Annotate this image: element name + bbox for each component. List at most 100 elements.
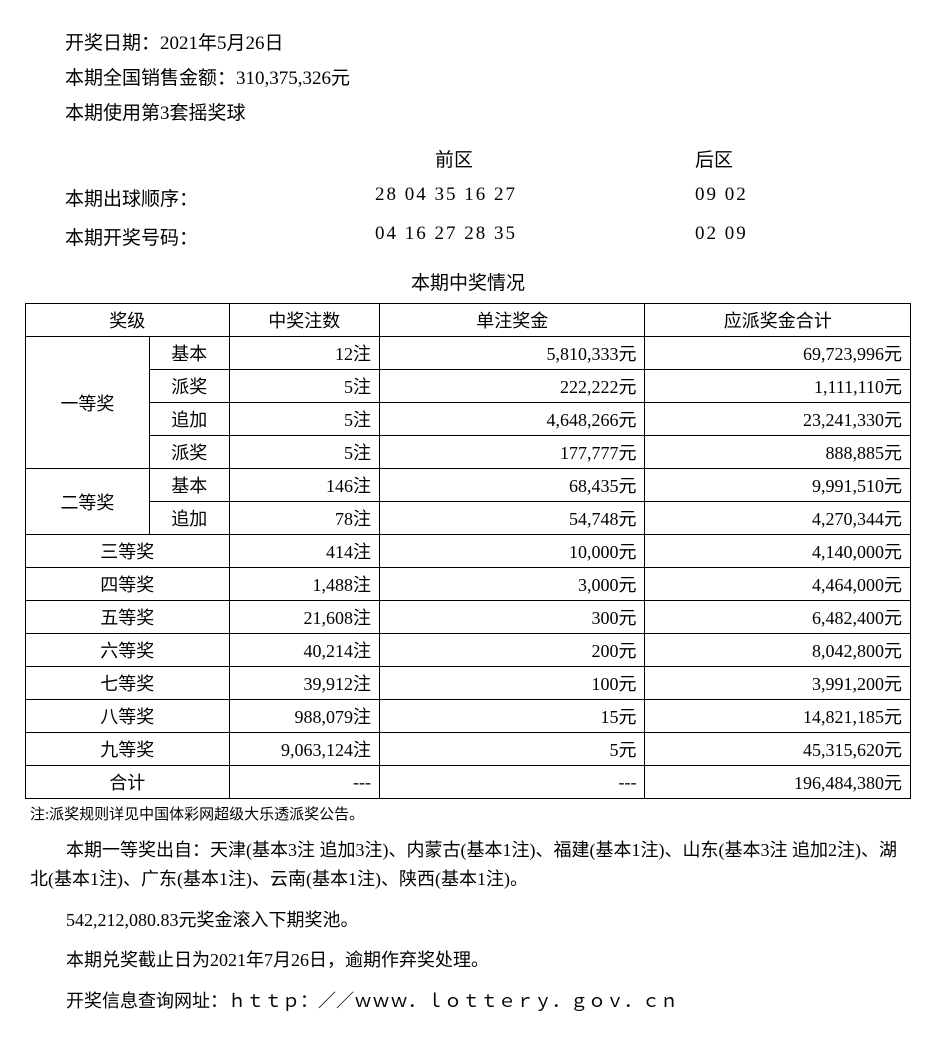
table-header-row: 奖级 中奖注数 单注奖金 应派奖金合计 — [26, 304, 911, 337]
total-total: 196,484,380元 — [645, 766, 911, 799]
first-count: 5注 — [229, 370, 379, 403]
prize-amount: 300元 — [379, 601, 645, 634]
prize-amount: 10,000元 — [379, 535, 645, 568]
zone-headers: 前区 后区 — [25, 145, 911, 172]
table-row: 一等奖 基本 12注 5,810,333元 69,723,996元 — [26, 337, 911, 370]
table-row: 派奖 5注 177,777元 888,885元 — [26, 436, 911, 469]
table-row: 四等奖 1,488注 3,000元 4,464,000元 — [26, 568, 911, 601]
winning-numbers-row: 本期开奖号码： 04 16 27 28 35 02 09 — [25, 223, 911, 250]
header-level: 奖级 — [26, 304, 230, 337]
first-sub: 追加 — [149, 403, 229, 436]
draw-date: 开奖日期：2021年5月26日 — [25, 28, 911, 55]
second-count: 146注 — [229, 469, 379, 502]
table-row: 派奖 5注 222,222元 1,111,110元 — [26, 370, 911, 403]
prize-label: 九等奖 — [26, 733, 230, 766]
second-sub: 追加 — [149, 502, 229, 535]
prize-amount: 200元 — [379, 634, 645, 667]
second-amount: 54,748元 — [379, 502, 645, 535]
header-total: 应派奖金合计 — [645, 304, 911, 337]
total-label: 合计 — [26, 766, 230, 799]
table-row: 五等奖 21,608注 300元 6,482,400元 — [26, 601, 911, 634]
table-title: 本期中奖情况 — [25, 268, 911, 295]
prize-label: 六等奖 — [26, 634, 230, 667]
winning-numbers-label: 本期开奖号码： — [25, 223, 375, 250]
total-count: --- — [229, 766, 379, 799]
prize-label: 五等奖 — [26, 601, 230, 634]
second-prize-label: 二等奖 — [26, 469, 150, 535]
prize-table: 奖级 中奖注数 单注奖金 应派奖金合计 一等奖 基本 12注 5,810,333… — [25, 303, 911, 799]
prize-total: 6,482,400元 — [645, 601, 911, 634]
table-row: 三等奖 414注 10,000元 4,140,000元 — [26, 535, 911, 568]
sales-label: 本期全国销售金额： — [65, 68, 236, 89]
table-row: 九等奖 9,063,124注 5元 45,315,620元 — [26, 733, 911, 766]
second-total: 9,991,510元 — [645, 469, 911, 502]
first-total: 69,723,996元 — [645, 337, 911, 370]
first-amount: 177,777元 — [379, 436, 645, 469]
prize-amount: 3,000元 — [379, 568, 645, 601]
first-count: 5注 — [229, 436, 379, 469]
table-row: 二等奖 基本 146注 68,435元 9,991,510元 — [26, 469, 911, 502]
draw-date-value: 2021年5月26日 — [160, 33, 284, 54]
prize-count: 39,912注 — [229, 667, 379, 700]
prize-count: 1,488注 — [229, 568, 379, 601]
prize-total: 4,140,000元 — [645, 535, 911, 568]
prize-label: 七等奖 — [26, 667, 230, 700]
table-row: 追加 5注 4,648,266元 23,241,330元 — [26, 403, 911, 436]
prize-count: 988,079注 — [229, 700, 379, 733]
back-zone-label: 后区 — [655, 145, 855, 172]
draw-order-front: 28 04 35 16 27 — [375, 184, 517, 205]
sales-value: 310,375,326元 — [236, 68, 350, 89]
first-total: 1,111,110元 — [645, 370, 911, 403]
winners-paragraph: 本期一等奖出自：天津(基本3注 追加3注)、内蒙古(基本1注)、福建(基本1注)… — [25, 836, 911, 894]
prize-total: 45,315,620元 — [645, 733, 911, 766]
prize-total: 8,042,800元 — [645, 634, 911, 667]
prize-total: 14,821,185元 — [645, 700, 911, 733]
prize-amount: 5元 — [379, 733, 645, 766]
prize-total: 3,991,200元 — [645, 667, 911, 700]
prize-label: 三等奖 — [26, 535, 230, 568]
first-total: 888,885元 — [645, 436, 911, 469]
prize-count: 9,063,124注 — [229, 733, 379, 766]
draw-date-label: 开奖日期： — [65, 33, 160, 54]
prize-label: 八等奖 — [26, 700, 230, 733]
prize-count: 40,214注 — [229, 634, 379, 667]
prize-count: 21,608注 — [229, 601, 379, 634]
first-amount: 4,648,266元 — [379, 403, 645, 436]
draw-order-back: 09 02 — [695, 184, 748, 205]
prize-label: 四等奖 — [26, 568, 230, 601]
front-zone-label: 前区 — [335, 145, 655, 172]
first-count: 12注 — [229, 337, 379, 370]
first-amount: 5,810,333元 — [379, 337, 645, 370]
second-total: 4,270,344元 — [645, 502, 911, 535]
website-label: 开奖信息查询网址： — [66, 991, 228, 1011]
first-prize-label: 一等奖 — [26, 337, 150, 469]
sales-amount: 本期全国销售金额：310,375,326元 — [25, 63, 911, 90]
table-row: 六等奖 40,214注 200元 8,042,800元 — [26, 634, 911, 667]
second-sub: 基本 — [149, 469, 229, 502]
first-count: 5注 — [229, 403, 379, 436]
deadline-text: 本期兑奖截止日为2021年7月26日，逾期作弃奖处理。 — [25, 946, 911, 975]
table-row: 八等奖 988,079注 15元 14,821,185元 — [26, 700, 911, 733]
table-row-total: 合计 --- --- 196,484,380元 — [26, 766, 911, 799]
ball-set: 本期使用第3套摇奖球 — [25, 98, 911, 125]
footnote: 注:派奖规则详见中国体彩网超级大乐透派奖公告。 — [25, 803, 911, 824]
table-row: 追加 78注 54,748元 4,270,344元 — [26, 502, 911, 535]
header-count: 中奖注数 — [229, 304, 379, 337]
first-sub: 派奖 — [149, 370, 229, 403]
table-row: 七等奖 39,912注 100元 3,991,200元 — [26, 667, 911, 700]
winning-numbers-back: 02 09 — [695, 223, 748, 244]
website-info: 开奖信息查询网址：ｈｔｔｐ：／／ｗｗｗ．ｌｏｔｔｅｒｙ．ｇｏｖ．ｃｎ — [25, 987, 911, 1016]
website-url: ｈｔｔｐ：／／ｗｗｗ．ｌｏｔｔｅｒｙ．ｇｏｖ．ｃｎ — [228, 991, 678, 1011]
prize-amount: 100元 — [379, 667, 645, 700]
second-amount: 68,435元 — [379, 469, 645, 502]
draw-order-label: 本期出球顺序： — [25, 184, 375, 211]
winning-numbers-front: 04 16 27 28 35 — [375, 223, 517, 244]
first-total: 23,241,330元 — [645, 403, 911, 436]
first-sub: 基本 — [149, 337, 229, 370]
draw-order-row: 本期出球顺序： 28 04 35 16 27 09 02 — [25, 184, 911, 211]
prize-count: 414注 — [229, 535, 379, 568]
rollover-text: 542,212,080.83元奖金滚入下期奖池。 — [25, 906, 911, 935]
header-amount: 单注奖金 — [379, 304, 645, 337]
first-sub: 派奖 — [149, 436, 229, 469]
prize-amount: 15元 — [379, 700, 645, 733]
